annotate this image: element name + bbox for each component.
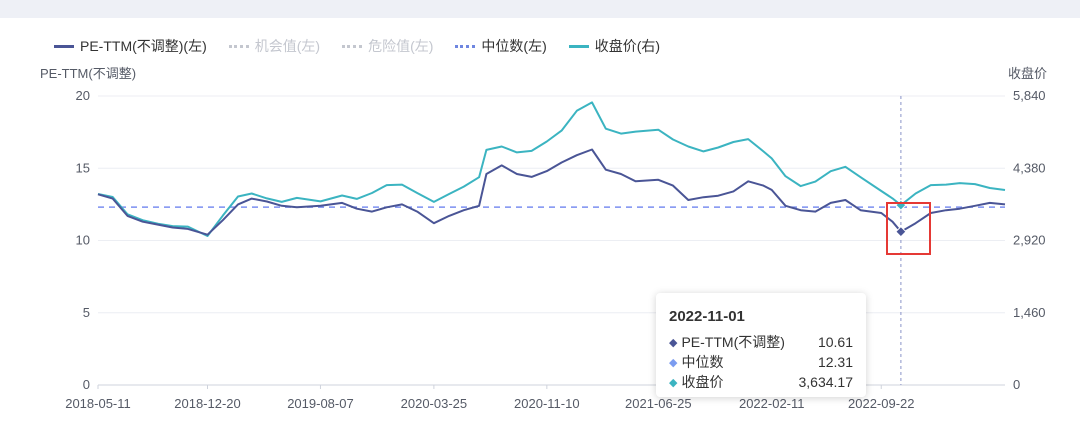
legend-swatch-median: [455, 44, 476, 48]
legend-item-opportunity[interactable]: 机会值(左): [228, 36, 321, 56]
legend-swatch-opportunity: [228, 44, 249, 48]
diamond-icon: ◆: [669, 376, 678, 389]
tooltip-value-close: 3,634.17: [798, 374, 854, 390]
legend-label-pe-ttm: PE-TTM(不调整)(左): [80, 38, 207, 54]
legend-swatch-pe-ttm: [54, 44, 74, 48]
chart-legend: PE-TTM(不调整)(左) 机会值(左) 危险值(左) 中位数(左) 收盘价(…: [54, 36, 682, 56]
right-axis-title: 收盘价: [1008, 66, 1048, 81]
tooltip-date: 2022-11-01: [669, 308, 745, 325]
tooltip-value-median: 12.31: [817, 354, 853, 370]
left-axis-title: PE-TTM(不调整): [40, 66, 137, 81]
right-axis-tick-label: 1,460: [1013, 305, 1046, 320]
left-axis-tick-label: 5: [83, 305, 90, 320]
tooltip: 2022-11-01 ◆ PE-TTM(不调整) 10.61 ◆ 中位数 12.…: [656, 293, 866, 397]
pe-ttm-series-line: [97, 148, 1006, 236]
x-axis-tick-label: 2018-12-20: [174, 396, 241, 411]
tooltip-row-median: ◆ 中位数 12.31: [669, 353, 853, 371]
legend-item-median[interactable]: 中位数(左): [455, 36, 547, 56]
right-axis-tick-label: 5,840: [1013, 88, 1046, 103]
legend-label-median: 中位数(左): [481, 38, 547, 54]
diamond-icon: ◆: [669, 356, 678, 369]
legend-swatch-close: [568, 44, 589, 48]
close-price-series-line: [97, 101, 1006, 237]
tooltip-label-median: 中位数: [681, 354, 724, 370]
right-axis-tick-label: 0: [1013, 377, 1020, 392]
diamond-icon: ◆: [669, 336, 678, 349]
left-axis-tick-label: 0: [83, 377, 90, 392]
legend-label-close: 收盘价(右): [594, 38, 661, 54]
x-axis-tick-label: 2021-06-25: [625, 396, 692, 411]
tooltip-value-pe: 10.61: [817, 334, 853, 350]
top-strip: [0, 0, 1080, 18]
x-axis-tick-label: 2019-08-07: [287, 396, 354, 411]
tooltip-label-pe: PE-TTM(不调整): [681, 334, 785, 350]
tooltip-label-close: 收盘价: [681, 374, 724, 390]
legend-item-close[interactable]: 收盘价(右): [568, 36, 661, 56]
x-axis-tick-label: 2020-11-10: [514, 396, 580, 411]
left-axis-tick-label: 20: [76, 88, 90, 103]
x-axis-tick-label: 2022-02-11: [739, 396, 805, 411]
right-axis-tick-label: 2,920: [1013, 233, 1046, 248]
tooltip-row-close: ◆ 收盘价 3,634.17: [669, 373, 853, 391]
legend-item-danger[interactable]: 危险值(左): [342, 36, 433, 56]
left-axis-tick-label: 15: [76, 160, 90, 175]
legend-swatch-danger: [342, 44, 363, 48]
x-axis-tick-label: 2018-05-11: [65, 396, 131, 411]
x-axis-tick-label: 2020-03-25: [401, 396, 468, 411]
right-axis-tick-label: 4,380: [1013, 160, 1046, 175]
highlight-box: [886, 202, 931, 255]
legend-item-pe-ttm[interactable]: PE-TTM(不调整)(左): [54, 36, 207, 56]
x-axis-tick-label: 2022-09-22: [848, 396, 915, 411]
legend-label-opportunity: 机会值(左): [254, 38, 321, 54]
pe-ttm-highlight-marker: [895, 225, 907, 238]
tooltip-row-pe: ◆ PE-TTM(不调整) 10.61: [669, 333, 853, 351]
legend-label-danger: 危险值(左): [368, 38, 434, 54]
left-axis-tick-label: 10: [76, 233, 90, 248]
